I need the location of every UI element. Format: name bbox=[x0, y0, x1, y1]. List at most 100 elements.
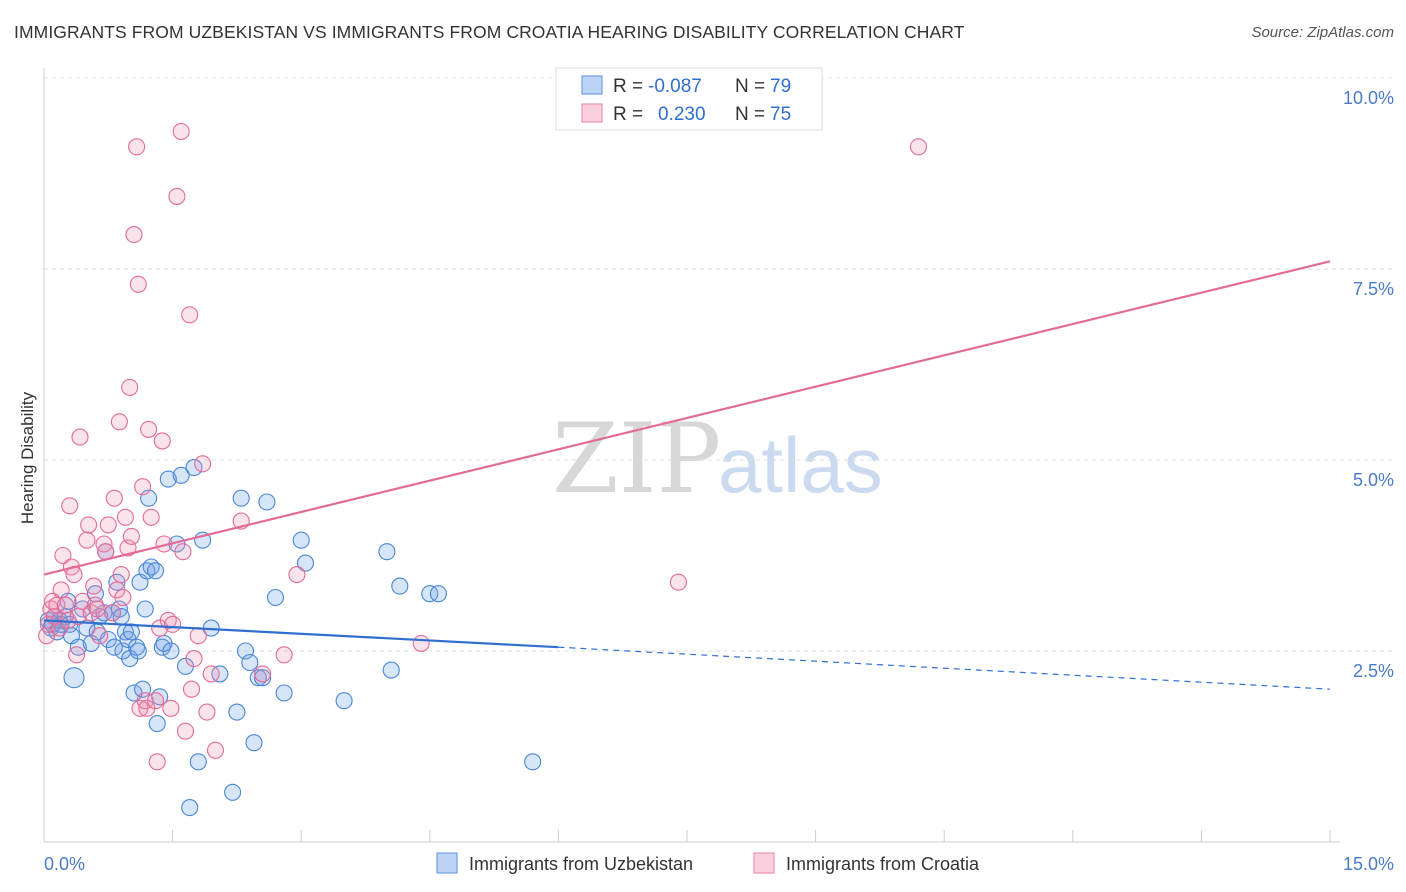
trend-lines bbox=[43, 260, 1331, 690]
croatia-point-71 bbox=[669, 573, 687, 591]
uzbekistan-point-61 bbox=[241, 653, 259, 672]
croatia-point-70 bbox=[412, 634, 430, 652]
uzbekistan-point-59 bbox=[232, 489, 250, 507]
uzbekistan-point-11 bbox=[63, 667, 85, 689]
x-tick-label-min: 0.0% bbox=[44, 854, 85, 874]
croatia-point-36 bbox=[121, 378, 139, 396]
uzbekistan-point-23 bbox=[105, 638, 123, 656]
croatia-point-46 bbox=[142, 508, 160, 526]
uzbekistan-point-37 bbox=[136, 600, 154, 618]
uzbekistan-point-68 bbox=[292, 531, 310, 549]
legend-r-label-2: R = bbox=[613, 104, 643, 125]
croatia-point-9 bbox=[56, 596, 74, 614]
croatia-point-27 bbox=[99, 516, 117, 534]
croatia-point-14 bbox=[68, 646, 86, 664]
uzbekistan-point-76 bbox=[524, 753, 542, 771]
y-tick-label-5: 5.0% bbox=[1353, 470, 1394, 490]
watermark-atlas: atlas bbox=[718, 421, 883, 509]
croatia-point-69 bbox=[288, 566, 306, 584]
croatia-point-63 bbox=[194, 455, 212, 473]
uzbekistan-point-41 bbox=[146, 562, 165, 580]
uzbekistan-point-75 bbox=[429, 585, 447, 603]
uzbekistan-point-73 bbox=[391, 577, 409, 595]
uzbekistan-point-66 bbox=[266, 588, 285, 607]
croatia-point-8 bbox=[54, 546, 72, 565]
croatia-point-33 bbox=[114, 588, 132, 607]
croatia-point-39 bbox=[128, 138, 146, 156]
croatia-point-18 bbox=[78, 531, 96, 549]
uzbekistan-point-46 bbox=[159, 470, 177, 488]
uzbekistan-point-72 bbox=[382, 661, 400, 679]
legend-r-value-2: 0.230 bbox=[658, 104, 706, 125]
series-legend-label-uzbekistan: Immigrants from Uzbekistan bbox=[469, 854, 693, 874]
legend-r-value-1: -0.087 bbox=[648, 76, 702, 97]
croatia-point-72 bbox=[909, 138, 928, 156]
croatia-point-58 bbox=[176, 722, 195, 740]
trend-line-uzbekistan-extension bbox=[558, 646, 1331, 690]
trend-line-uzbekistan bbox=[43, 619, 559, 649]
uzbekistan-point-47 bbox=[162, 642, 180, 660]
uzbekistan-point-57 bbox=[224, 783, 242, 801]
series-croatia-points bbox=[38, 122, 928, 771]
croatia-point-34 bbox=[116, 508, 134, 526]
uzbekistan-point-58 bbox=[228, 703, 246, 721]
uzbekistan-point-71 bbox=[378, 543, 396, 561]
x-axis-ticks bbox=[172, 830, 1331, 842]
croatia-point-57 bbox=[174, 543, 192, 561]
croatia-point-32 bbox=[112, 566, 130, 584]
y-axis-label: Hearing Disability bbox=[18, 391, 37, 524]
legend-swatch-uzbekistan bbox=[581, 75, 603, 95]
uzbekistan-point-70 bbox=[335, 692, 353, 710]
croatia-point-68 bbox=[275, 646, 293, 664]
uzbekistan-point-49 bbox=[172, 466, 190, 484]
croatia-point-40 bbox=[129, 275, 147, 293]
croatia-point-48 bbox=[148, 753, 166, 771]
croatia-point-59 bbox=[181, 306, 199, 324]
croatia-point-56 bbox=[172, 122, 190, 141]
x-tick-label-max: 15.0% bbox=[1343, 854, 1394, 874]
trend-line-croatia bbox=[43, 260, 1331, 576]
watermark: ZIP atlas bbox=[552, 403, 883, 515]
uzbekistan-point-64 bbox=[254, 669, 272, 687]
gridlines bbox=[44, 77, 1392, 652]
uzbekistan-point-42 bbox=[148, 715, 166, 733]
croatia-point-31 bbox=[110, 413, 128, 431]
croatia-point-45 bbox=[140, 420, 158, 438]
legend-r-label-1: R = bbox=[613, 76, 643, 97]
chart-source: Source: ZipAtlas.com bbox=[1251, 24, 1394, 41]
croatia-point-42 bbox=[134, 478, 152, 496]
croatia-point-17 bbox=[74, 592, 92, 610]
croatia-point-66 bbox=[206, 741, 225, 759]
series-legend-swatch-croatia bbox=[753, 852, 775, 874]
croatia-point-54 bbox=[164, 615, 182, 633]
croatia-point-62 bbox=[189, 627, 207, 645]
croatia-point-64 bbox=[198, 703, 216, 721]
uzbekistan-point-52 bbox=[185, 459, 203, 477]
croatia-point-24 bbox=[91, 627, 109, 645]
y-tick-label-2.5: 2.5% bbox=[1353, 661, 1394, 681]
croatia-point-38 bbox=[125, 226, 143, 244]
series-legend: Immigrants from Uzbekistan Immigrants fr… bbox=[436, 852, 980, 874]
y-tick-labels: 10.0% 7.5% 5.0% 2.5% bbox=[1343, 88, 1394, 681]
legend-n-value-1: 79 bbox=[770, 76, 791, 97]
croatia-point-29 bbox=[105, 489, 123, 507]
legend-n-label-2: N = bbox=[735, 104, 765, 125]
legend-n-value-2: 75 bbox=[770, 104, 791, 125]
croatia-point-53 bbox=[162, 699, 180, 717]
uzbekistan-point-69 bbox=[296, 554, 315, 572]
croatia-point-16 bbox=[71, 428, 89, 446]
croatia-point-21 bbox=[85, 577, 103, 595]
croatia-point-28 bbox=[104, 604, 122, 622]
legend-swatch-croatia bbox=[581, 103, 603, 123]
croatia-point-55 bbox=[168, 187, 186, 205]
croatia-point-7 bbox=[52, 581, 70, 599]
croatia-point-65 bbox=[202, 665, 220, 683]
croatia-point-60 bbox=[182, 680, 201, 698]
chart-title: IMMIGRANTS FROM UZBEKISTAN VS IMMIGRANTS… bbox=[14, 22, 965, 42]
croatia-point-37 bbox=[122, 527, 140, 545]
uzbekistan-point-65 bbox=[258, 493, 276, 511]
uzbekistan-point-56 bbox=[211, 665, 229, 683]
uzbekistan-point-67 bbox=[275, 684, 293, 702]
series-legend-label-croatia: Immigrants from Croatia bbox=[786, 854, 980, 874]
